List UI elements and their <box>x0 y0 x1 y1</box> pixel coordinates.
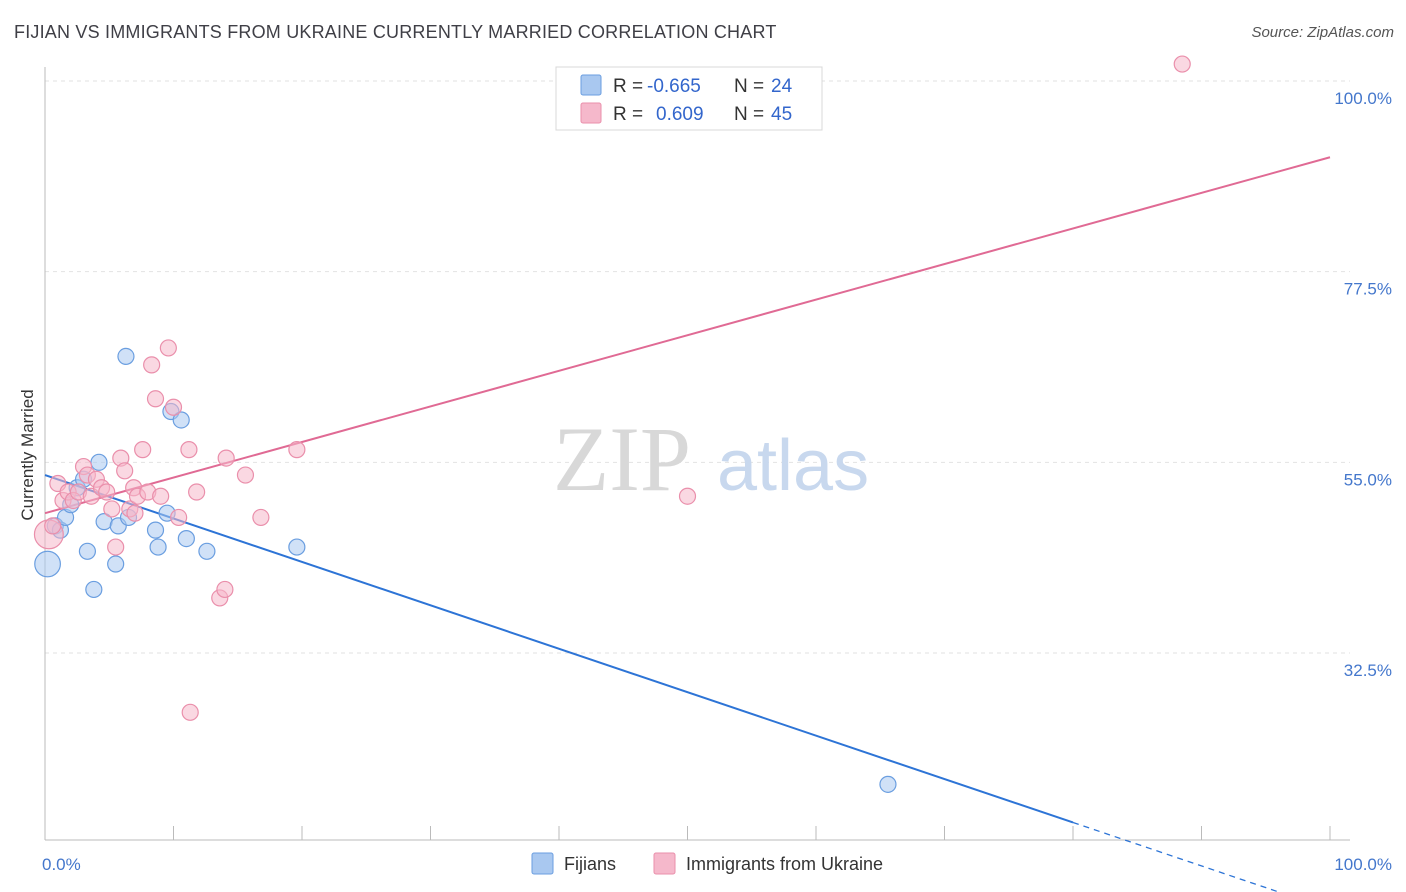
stats-r-value-2: 0.609 <box>656 104 704 125</box>
y-tick-label-3: 100.0% <box>1334 89 1392 108</box>
point-series1-23 <box>143 356 161 374</box>
point-series1-39 <box>1173 55 1191 73</box>
point-series1-16 <box>116 462 134 480</box>
point-series0-16 <box>149 538 167 556</box>
source-credit: Source: ZipAtlas.com <box>1251 24 1394 41</box>
trend-line-1 <box>44 156 1331 515</box>
legend-swatch-ukraine <box>653 852 676 875</box>
point-series1-33 <box>216 580 234 599</box>
trend-lines <box>44 156 1331 892</box>
point-series1-31 <box>188 483 206 501</box>
point-series1-20 <box>126 504 144 522</box>
y-tick-label-1: 55.0% <box>1344 470 1392 489</box>
axes <box>44 67 1350 841</box>
data-points <box>33 55 1191 793</box>
trend-line-0 <box>44 474 1074 824</box>
point-series1-14 <box>107 538 125 556</box>
point-series1-21 <box>134 441 152 459</box>
stats-swatch-fijians <box>580 74 602 96</box>
point-series0-7 <box>78 542 97 560</box>
point-series1-12 <box>98 483 116 501</box>
y-tick-label-2: 77.5% <box>1344 280 1392 299</box>
stats-n-label-2: N = <box>734 104 764 125</box>
point-series0-19 <box>172 411 190 429</box>
y-tick-labels: 32.5% 55.0% 77.5% 100.0% <box>1334 89 1392 680</box>
chart-title: FIJIAN VS IMMIGRANTS FROM UKRAINE CURREN… <box>14 22 777 42</box>
point-series1-24 <box>146 390 165 408</box>
stats-n-value-2: 45 <box>771 104 792 125</box>
x-tick-max: 100.0% <box>1334 855 1392 874</box>
trend-line-extension-0 <box>1072 821 1279 892</box>
legend-label-ukraine: Immigrants from Ukraine <box>686 854 883 874</box>
stats-r-label-2: R = <box>613 104 643 125</box>
watermark-atlas: atlas <box>717 426 869 506</box>
point-series1-27 <box>164 398 183 416</box>
gridlines <box>45 80 1350 654</box>
point-series1-34 <box>217 449 235 467</box>
y-axis-label: Currently Married <box>18 389 37 520</box>
point-series0-11 <box>107 555 125 573</box>
point-series0-23 <box>879 775 897 793</box>
point-series1-37 <box>288 441 306 459</box>
point-series0-9 <box>90 453 108 471</box>
point-series1-30 <box>181 703 199 721</box>
point-series1-13 <box>103 500 121 518</box>
y-tick-label-0: 32.5% <box>1344 661 1392 680</box>
point-series0-22 <box>288 538 306 556</box>
bottom-legend: Fijians Immigrants from Ukraine <box>531 852 883 875</box>
point-series1-25 <box>152 487 170 505</box>
stats-r-label-1: R = <box>613 76 643 97</box>
point-series0-15 <box>146 521 165 539</box>
point-series0-20 <box>177 529 195 548</box>
watermark: ZIP atlas <box>553 408 869 510</box>
watermark-zip: ZIP <box>553 408 691 510</box>
point-series0-13 <box>117 347 135 366</box>
point-series0-0 <box>34 550 61 578</box>
point-series1-28 <box>170 508 188 527</box>
point-series1-36 <box>252 508 270 527</box>
legend-label-fijians: Fijians <box>564 854 616 874</box>
point-series0-8 <box>85 580 103 599</box>
stats-n-label-1: N = <box>734 76 764 97</box>
legend-swatch-fijians <box>531 852 554 875</box>
stats-legend: R = -0.665 N = 24 R = 0.609 N = 45 <box>555 66 823 131</box>
x-tick-min: 0.0% <box>42 855 81 874</box>
point-series1-29 <box>180 441 198 459</box>
point-series1-38 <box>678 487 697 505</box>
point-series1-26 <box>159 339 177 357</box>
stats-swatch-ukraine <box>580 102 602 124</box>
point-series1-35 <box>236 466 255 484</box>
stats-r-value-1: -0.665 <box>647 76 701 97</box>
point-series0-21 <box>198 542 216 560</box>
stats-n-value-1: 24 <box>771 76 793 97</box>
point-series1-1 <box>44 517 62 535</box>
